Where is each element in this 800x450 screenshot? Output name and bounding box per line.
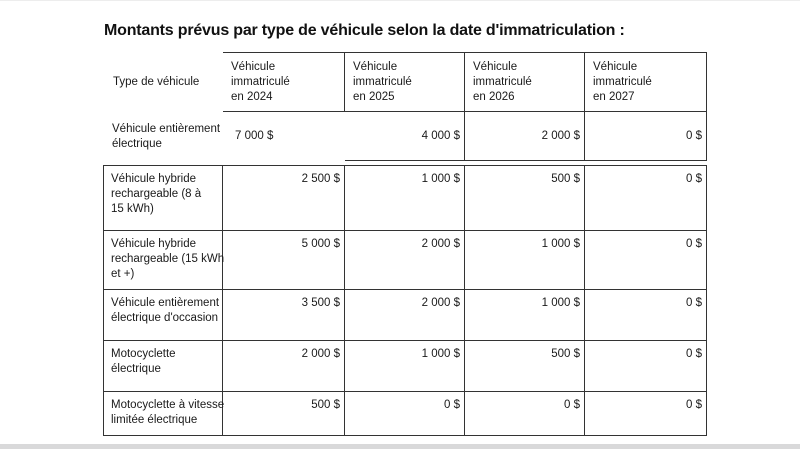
amounts-table: Type de véhicule Véhicule immatriculé en… [103,52,707,436]
amount-cell: 0 $ [585,231,707,290]
row-label: Véhicule entièrement électrique [112,122,221,150]
amount-cell: 500 $ [223,392,345,436]
amount-cell: 2 000 $ [223,341,345,392]
column-header-2025: Véhicule immatriculé en 2025 [345,52,465,112]
column-header-2027: Véhicule immatriculé en 2027 [585,52,707,112]
column-header-2024: Véhicule immatriculé en 2024 [223,52,345,112]
amount-cell: 0 $ [585,165,707,231]
amount-cell: 4 000 $ [345,112,465,161]
column-header-2026: Véhicule immatriculé en 2026 [465,52,585,112]
amount-cell: 1 000 $ [345,341,465,392]
amount-cell: 5 000 $ [223,231,345,290]
row-label: Véhicule hybride rechargeable (8 à 15 kW… [103,165,223,231]
amount-cell: 0 $ [345,392,465,436]
amount-cell: 0 $ [585,112,707,161]
amount-cell: 500 $ [465,341,585,392]
amount-cell: 3 500 $ [223,290,345,341]
amount-cell: 0 $ [585,341,707,392]
row-label: Véhicule hybride rechargeable (15 kWh et… [103,231,224,290]
amount-cell: 500 $ [465,165,585,231]
amount-cell: 0 $ [585,290,707,341]
top-divider [0,0,800,1]
amount-cell: 2 000 $ [465,112,585,161]
amount-cell: 0 $ [585,392,707,436]
column-header-type: Type de véhicule [113,75,200,88]
amount-cell: 2 000 $ [345,231,465,290]
bottom-divider [0,444,800,449]
amount-cell: 2 500 $ [223,165,345,231]
amount-cell: 1 000 $ [465,290,585,341]
amount-cell: 2 000 $ [345,290,465,341]
amount-cell: 1 000 $ [465,231,585,290]
row-label: Motocyclette à vitesse limitée électriqu… [103,392,224,436]
row-label: Véhicule entièrement électrique d'occasi… [103,290,223,341]
amount-cell: 1 000 $ [345,165,465,231]
amount-cell: 7 000 $ [235,130,274,142]
page-title: Montants prévus par type de véhicule sel… [104,21,625,39]
row-label: Motocyclette électrique [103,341,223,392]
amount-cell: 0 $ [465,392,585,436]
